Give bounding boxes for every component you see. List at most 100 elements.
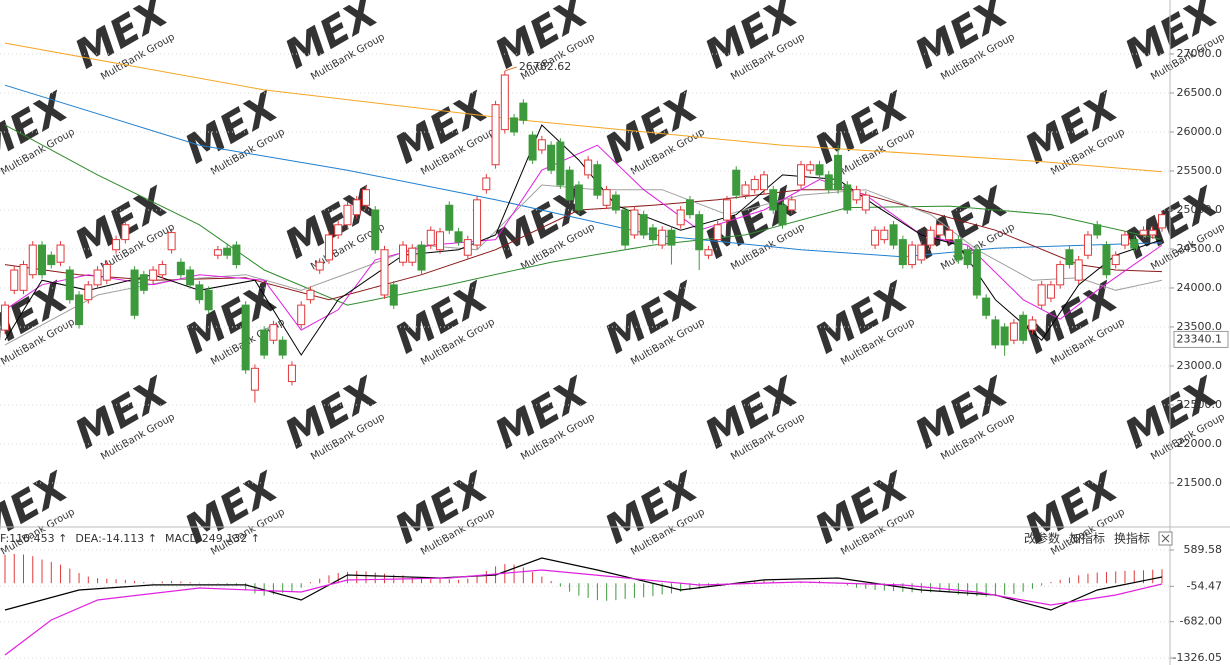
candle-body — [204, 289, 213, 311]
y-tick-label: 22500.0 — [1177, 398, 1223, 411]
candle-body — [500, 74, 509, 131]
candle-body — [65, 269, 74, 301]
candle-body — [1009, 322, 1018, 341]
candle-body — [149, 269, 158, 281]
candle-body — [1037, 284, 1046, 306]
candle-body — [399, 244, 408, 263]
candle-body — [121, 224, 130, 241]
moving-average-line — [4, 189, 1163, 301]
candle-body — [38, 244, 47, 276]
candle-body — [482, 177, 491, 191]
candle-body — [963, 249, 972, 266]
toolbar-button[interactable]: 加指标 — [1069, 531, 1105, 546]
candle-body — [47, 254, 56, 266]
candle-body — [945, 229, 954, 241]
candle-body — [519, 102, 528, 121]
candle-body — [297, 304, 306, 326]
candle-body — [139, 274, 148, 291]
candle-body — [528, 134, 537, 161]
candle-body — [1, 304, 9, 331]
candle-body — [250, 367, 259, 391]
candle-body — [787, 199, 796, 211]
candle-body — [324, 234, 333, 261]
candle-body — [815, 164, 824, 176]
macd-line — [4, 569, 1163, 656]
candle-body — [778, 204, 787, 226]
candle-body — [1158, 214, 1166, 229]
candle-body — [1139, 229, 1148, 236]
candle-body — [1130, 239, 1139, 249]
candle-body — [972, 249, 981, 296]
candle-body — [28, 244, 37, 276]
candle-body — [1065, 249, 1074, 266]
toolbar-button[interactable]: 改参数 — [1024, 531, 1060, 546]
candle-body — [732, 169, 741, 196]
candle-body — [917, 244, 926, 261]
y-tick-label: -682.00 — [1180, 615, 1222, 628]
last-price-box — [1173, 330, 1229, 348]
candle-body — [463, 239, 472, 256]
candle-body — [1120, 234, 1129, 246]
candle-body — [84, 284, 93, 301]
candle-body — [685, 199, 694, 216]
candle-body — [278, 339, 287, 356]
candle-body — [602, 189, 611, 206]
candle-body — [19, 264, 28, 291]
candle-body — [361, 189, 370, 206]
max-price-annotation: 26782.62 — [519, 60, 572, 73]
candle-body — [695, 214, 704, 251]
candle-body — [1148, 229, 1157, 236]
candle-body — [75, 294, 84, 326]
y-tick-label: 25000.0 — [1177, 203, 1223, 216]
candle-body — [676, 209, 685, 226]
candle-body — [445, 204, 454, 231]
candle-body — [1111, 254, 1120, 266]
y-tick-label: 22000.0 — [1177, 437, 1223, 450]
candle-body — [315, 261, 324, 271]
candle-body — [611, 194, 620, 211]
close-button[interactable] — [1158, 531, 1173, 546]
candle-body — [843, 184, 852, 211]
y-tick-label: 24000.0 — [1177, 281, 1223, 294]
y-tick-label: 26000.0 — [1177, 125, 1223, 138]
candle-body — [1093, 224, 1102, 236]
candle-body — [769, 189, 778, 211]
candle-body — [389, 284, 398, 306]
candle-body — [436, 231, 445, 251]
candle-body — [824, 174, 833, 191]
candle-body — [491, 104, 500, 166]
candle-body — [352, 199, 361, 216]
candle-body — [241, 304, 250, 371]
candle-body — [417, 244, 426, 271]
candle-body — [704, 249, 713, 256]
candle-body — [408, 247, 417, 263]
candle-body — [1056, 264, 1065, 286]
candle-body — [426, 229, 435, 246]
candle-body — [1083, 234, 1092, 256]
candle-body — [871, 229, 880, 246]
candle-body — [574, 184, 583, 211]
candle-body — [621, 209, 630, 246]
candle-body — [473, 199, 482, 246]
y-tick-label: 23500.0 — [1177, 320, 1223, 333]
candle-body — [667, 229, 676, 246]
close-icon — [1161, 534, 1170, 543]
candle-body — [889, 224, 898, 246]
candle-body — [722, 199, 731, 221]
candle-body — [759, 174, 768, 191]
candle-body — [306, 289, 315, 301]
candle-body — [223, 247, 232, 256]
candle-body — [556, 141, 565, 186]
y-tick-label: 589.58 — [1184, 543, 1223, 556]
candle-body — [454, 231, 463, 243]
indicator-value: MACD:249.132 ↑ — [165, 532, 260, 545]
candle-body — [176, 261, 185, 276]
candle-body — [186, 269, 195, 286]
candle-body — [926, 229, 935, 246]
y-tick-label: 25500.0 — [1177, 164, 1223, 177]
candle-body — [797, 164, 806, 186]
candle-body — [93, 269, 102, 286]
toolbar-button[interactable]: 换指标 — [1114, 531, 1150, 546]
candle-body — [1019, 314, 1028, 341]
candle-body — [991, 319, 1000, 346]
